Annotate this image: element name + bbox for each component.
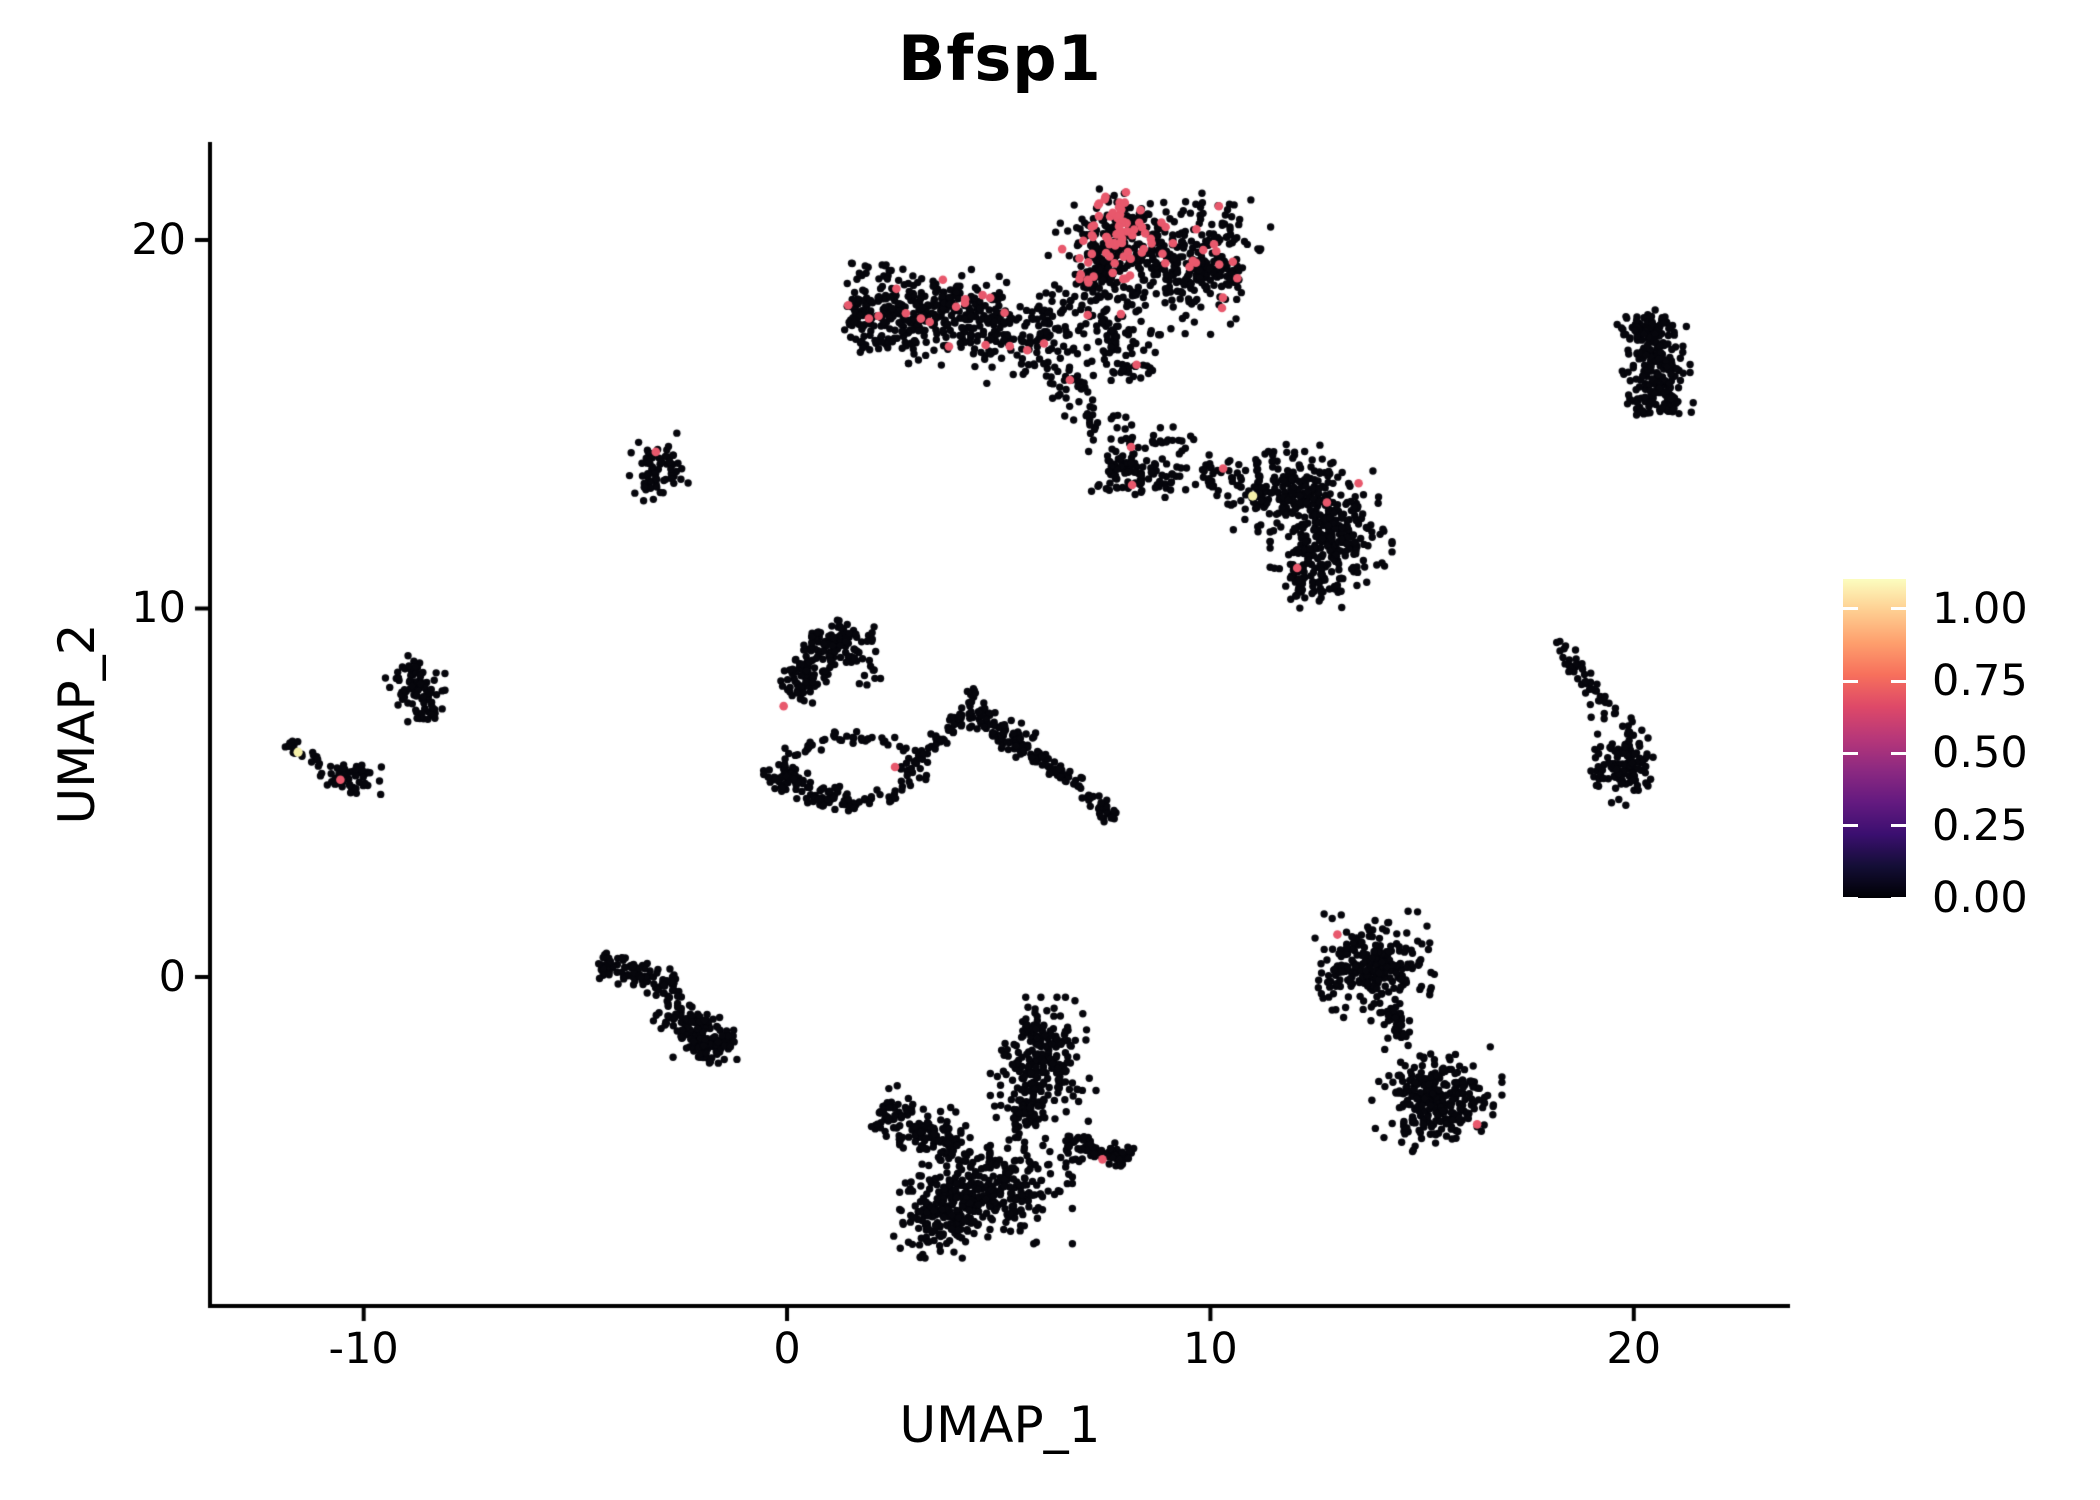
colorbar-tick-label: 1.00 <box>1932 583 2028 634</box>
x-tick-label: 20 <box>1606 1324 1662 1374</box>
colorbar-tick-mark <box>1843 896 1858 900</box>
y-tick-label: 10 <box>131 583 186 634</box>
y-tick-label: 20 <box>131 215 186 265</box>
x-tick-label: 10 <box>1183 1324 1238 1374</box>
colorbar-tick-mark <box>1891 679 1906 683</box>
x-tick-label: -10 <box>328 1324 399 1374</box>
colorbar-tick-label: 0.25 <box>1932 800 2028 851</box>
y-axis-label: UMAP_2 <box>48 623 106 825</box>
colorbar-tick-mark <box>1891 896 1906 900</box>
expression-colorbar <box>1843 579 1906 900</box>
colorbar-tick-mark <box>1843 607 1858 611</box>
colorbar-tick-mark <box>1843 824 1858 828</box>
x-tick-label: 0 <box>773 1324 801 1374</box>
y-tick-label: 0 <box>158 951 186 1002</box>
x-axis-label: UMAP_1 <box>899 1396 1101 1454</box>
colorbar-tick-mark <box>1843 679 1858 683</box>
colorbar-tick-mark <box>1891 824 1906 828</box>
colorbar-tick-mark <box>1891 607 1906 611</box>
colorbar-tick-label: 0.00 <box>1932 873 2028 923</box>
plot-title: Bfsp1 <box>898 22 1102 95</box>
colorbar-tick-mark <box>1891 751 1906 755</box>
colorbar-tick-label: 0.75 <box>1932 656 2028 707</box>
colorbar-tick-label: 0.50 <box>1932 728 2028 779</box>
colorbar-tick-mark <box>1843 751 1858 755</box>
